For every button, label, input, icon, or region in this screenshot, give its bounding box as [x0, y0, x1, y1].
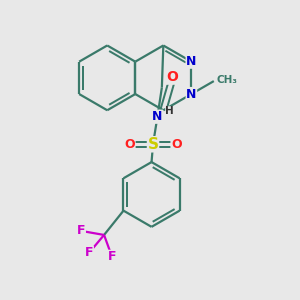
- Text: N: N: [152, 110, 163, 123]
- Text: F: F: [85, 246, 93, 259]
- Text: N: N: [186, 88, 197, 100]
- Text: H: H: [165, 106, 174, 116]
- Text: O: O: [166, 70, 178, 84]
- Text: F: F: [108, 250, 116, 263]
- Text: F: F: [77, 224, 85, 237]
- Text: O: O: [171, 138, 182, 151]
- Text: N: N: [186, 55, 197, 68]
- Text: CH₃: CH₃: [216, 75, 237, 85]
- Text: S: S: [148, 137, 158, 152]
- Text: O: O: [124, 138, 135, 151]
